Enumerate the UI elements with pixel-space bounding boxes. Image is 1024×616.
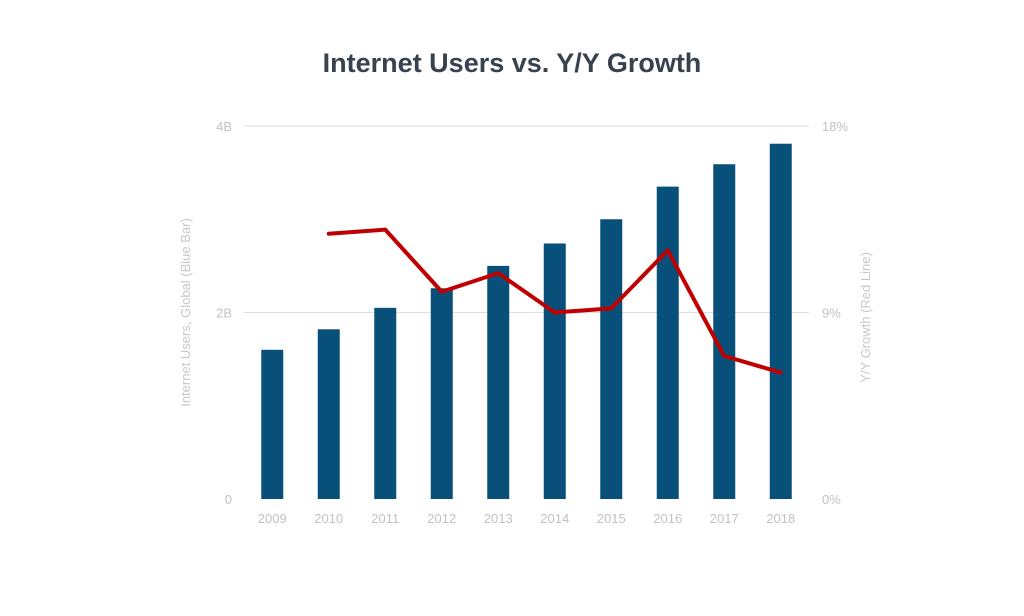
y2-tick-label: 0% (822, 492, 841, 507)
x-tick-label: 2010 (314, 511, 343, 526)
y-tick-label: 0 (225, 492, 232, 507)
y2-tick-label: 9% (822, 306, 841, 321)
x-tick-label: 2018 (766, 511, 795, 526)
bar (487, 265, 510, 499)
y-tick-label: 4B (216, 119, 232, 134)
x-tick-label: 2009 (258, 511, 287, 526)
bar (600, 219, 623, 499)
bar (430, 288, 453, 499)
x-tick-label: 2016 (653, 511, 682, 526)
bar (317, 329, 340, 499)
bar (543, 243, 566, 499)
bar (713, 164, 736, 500)
bar (769, 143, 792, 499)
x-tick-label: 2017 (710, 511, 739, 526)
bar (374, 307, 397, 499)
x-tick-label: 2012 (427, 511, 456, 526)
x-tick-label: 2011 (371, 511, 399, 526)
y2-axis-label: Y/Y Growth (Red Line) (858, 252, 873, 383)
bar (261, 349, 284, 499)
y2-tick-label: 18% (822, 119, 848, 134)
bar (656, 186, 679, 500)
y-tick-label: 2B (216, 306, 232, 321)
y-axis-label: Internet Users, Global (Blue Bar) (178, 218, 193, 407)
x-tick-label: 2014 (540, 511, 569, 526)
chart-title: Internet Users vs. Y/Y Growth (322, 48, 702, 78)
x-tick-label: 2013 (484, 511, 513, 526)
x-tick-label: 2015 (597, 511, 626, 526)
